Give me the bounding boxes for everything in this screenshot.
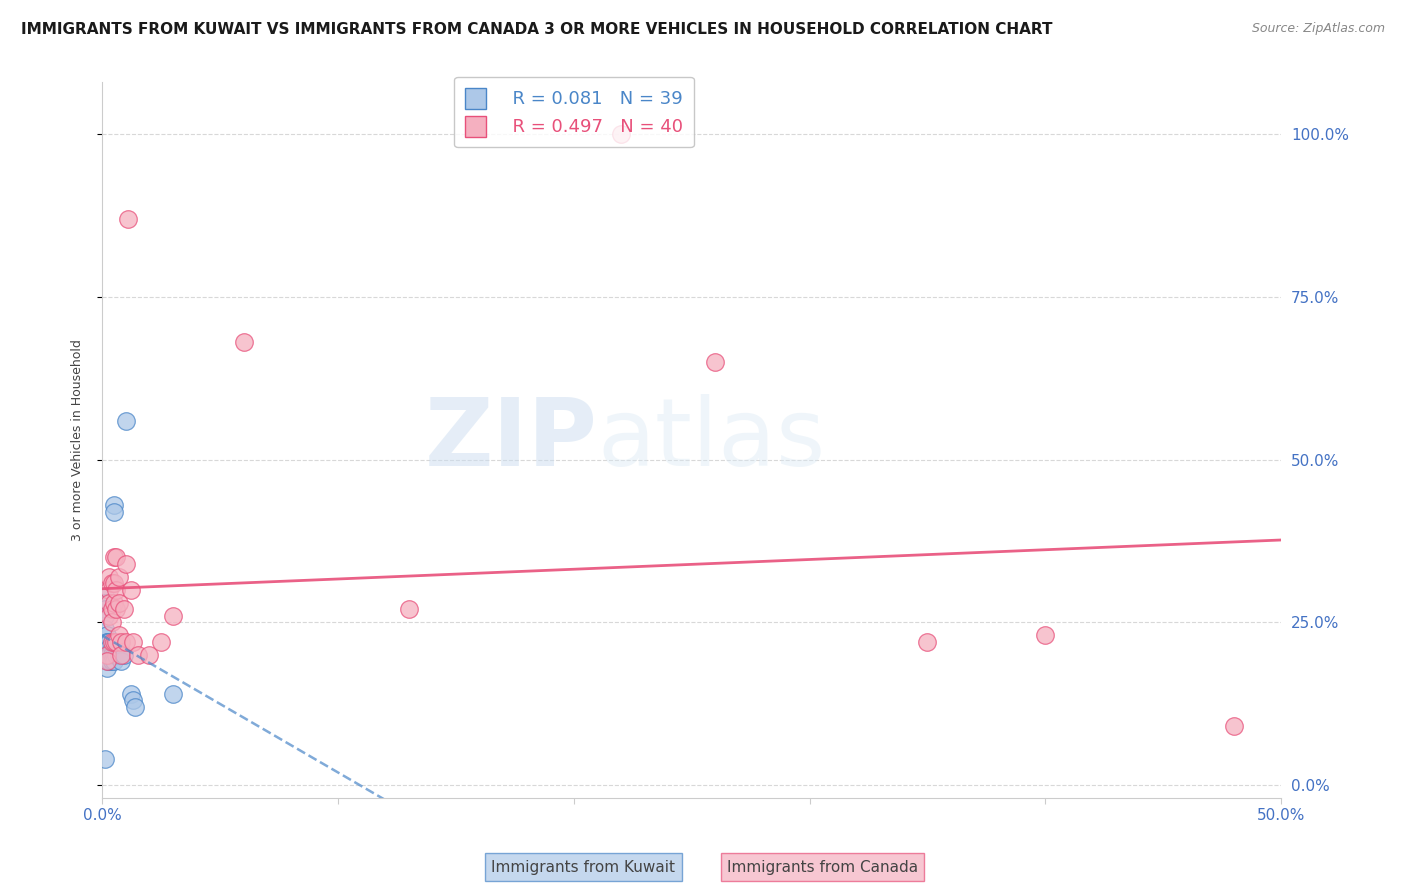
Point (96, 661, 118, 675)
Point (93, 590, 115, 604)
Point (96, 654, 118, 668)
Point (162, 608, 184, 623)
Point (124, 700, 146, 714)
Point (1223, 719, 1246, 733)
Point (110, 654, 132, 668)
Point (103, 550, 125, 565)
Point (100, 615, 122, 630)
Point (100, 654, 122, 668)
Point (96, 648, 118, 662)
Point (93, 602, 115, 616)
Point (96, 648, 118, 662)
Text: Immigrants from Kuwait: Immigrants from Kuwait (492, 860, 675, 874)
Point (100, 648, 122, 662)
Point (100, 576, 122, 591)
Point (127, 648, 149, 662)
Point (122, 693, 145, 707)
Point (96, 628, 118, 642)
Point (107, 570, 129, 584)
Text: atlas: atlas (598, 394, 825, 486)
Point (112, 602, 135, 616)
Point (100, 641, 122, 656)
Text: Immigrants from Canada: Immigrants from Canada (727, 860, 918, 874)
Point (96, 635, 118, 649)
Point (103, 648, 125, 662)
Point (93, 596, 115, 610)
Point (96, 654, 118, 668)
Point (105, 635, 128, 649)
Point (162, 687, 184, 701)
Point (98, 648, 121, 662)
Point (103, 576, 125, 591)
Point (105, 648, 128, 662)
Point (100, 635, 122, 649)
Point (100, 602, 122, 616)
Y-axis label: 3 or more Vehicles in Household: 3 or more Vehicles in Household (72, 339, 84, 541)
Point (232, 335, 254, 350)
Point (115, 557, 138, 571)
Point (98, 582, 121, 597)
Point (1033, 628, 1056, 642)
Point (398, 602, 420, 616)
Point (610, 127, 633, 141)
Point (103, 635, 125, 649)
Point (103, 498, 125, 512)
Point (122, 635, 145, 649)
Text: ZIP: ZIP (425, 394, 598, 486)
Text: IMMIGRANTS FROM KUWAIT VS IMMIGRANTS FROM CANADA 3 OR MORE VEHICLES IN HOUSEHOLD: IMMIGRANTS FROM KUWAIT VS IMMIGRANTS FRO… (21, 22, 1053, 37)
Point (96, 641, 118, 656)
Text: Source: ZipAtlas.com: Source: ZipAtlas.com (1251, 22, 1385, 36)
Point (98, 641, 121, 656)
Point (93, 622, 115, 636)
Point (110, 648, 132, 662)
Point (98, 570, 121, 584)
Point (150, 635, 173, 649)
Point (98, 608, 121, 623)
Point (105, 550, 128, 565)
Point (105, 602, 128, 616)
Point (110, 635, 132, 649)
Point (103, 596, 125, 610)
Point (120, 582, 142, 597)
Point (103, 654, 125, 668)
Point (917, 635, 939, 649)
Point (93, 752, 115, 766)
Point (115, 414, 138, 428)
Point (93, 608, 115, 623)
Point (112, 648, 135, 662)
Point (96, 635, 118, 649)
Point (105, 582, 128, 597)
Point (107, 596, 129, 610)
Point (117, 211, 139, 226)
Point (120, 687, 142, 701)
Point (107, 628, 129, 642)
Point (107, 648, 129, 662)
Legend:   R = 0.081   N = 39,   R = 0.497   N = 40: R = 0.081 N = 39, R = 0.497 N = 40 (454, 77, 693, 147)
Point (138, 648, 160, 662)
Point (98, 648, 121, 662)
Point (96, 648, 118, 662)
Point (98, 654, 121, 668)
Point (103, 505, 125, 519)
Point (98, 596, 121, 610)
Point (98, 635, 121, 649)
Point (100, 648, 122, 662)
Point (704, 355, 727, 369)
Point (98, 654, 121, 668)
Point (115, 635, 138, 649)
Point (110, 648, 132, 662)
Point (96, 654, 118, 668)
